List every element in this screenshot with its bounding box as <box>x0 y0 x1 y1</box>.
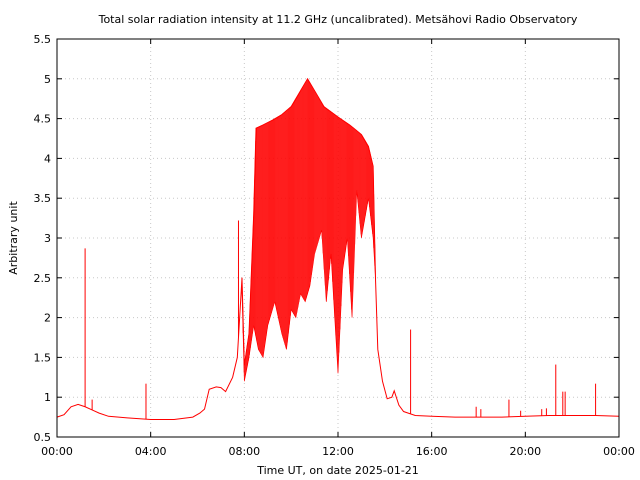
x-tick-label: 20:00 <box>509 445 541 458</box>
x-axis: 00:00 04:00 08:00 12:00 16:00 20:00 00:00 <box>41 39 635 458</box>
x-axis-title: Time UT, on date 2025-01-21 <box>256 464 419 477</box>
y-tick-label: 5.5 <box>34 33 52 46</box>
y-tick-label: 0.5 <box>34 431 52 444</box>
y-tick-label: 4 <box>44 152 51 165</box>
chart-title: Total solar radiation intensity at 11.2 … <box>98 13 578 26</box>
x-tick-label: 16:00 <box>416 445 448 458</box>
y-axis: 0.5 1 1.5 2 2.5 3 3.5 4 4.5 5 5.5 <box>34 33 619 444</box>
x-tick-label: 00:00 <box>603 445 635 458</box>
series-line <box>56 77 620 420</box>
x-tick-label: 12:00 <box>322 445 354 458</box>
y-tick-label: 2 <box>44 312 51 325</box>
x-tick-label: 04:00 <box>135 445 167 458</box>
y-tick-label: 5 <box>44 73 51 86</box>
y-tick-label: 3.5 <box>34 192 52 205</box>
y-tick-label: 3 <box>44 232 51 245</box>
x-tick-label: 00:00 <box>41 445 73 458</box>
y-tick-label: 1 <box>44 391 51 404</box>
y-axis-title: Arbitrary unit <box>7 201 20 275</box>
y-tick-label: 2.5 <box>34 272 52 285</box>
y-tick-label: 1.5 <box>34 351 52 364</box>
plot-area <box>56 77 620 420</box>
y-tick-label: 4.5 <box>34 113 52 126</box>
x-tick-label: 08:00 <box>228 445 260 458</box>
